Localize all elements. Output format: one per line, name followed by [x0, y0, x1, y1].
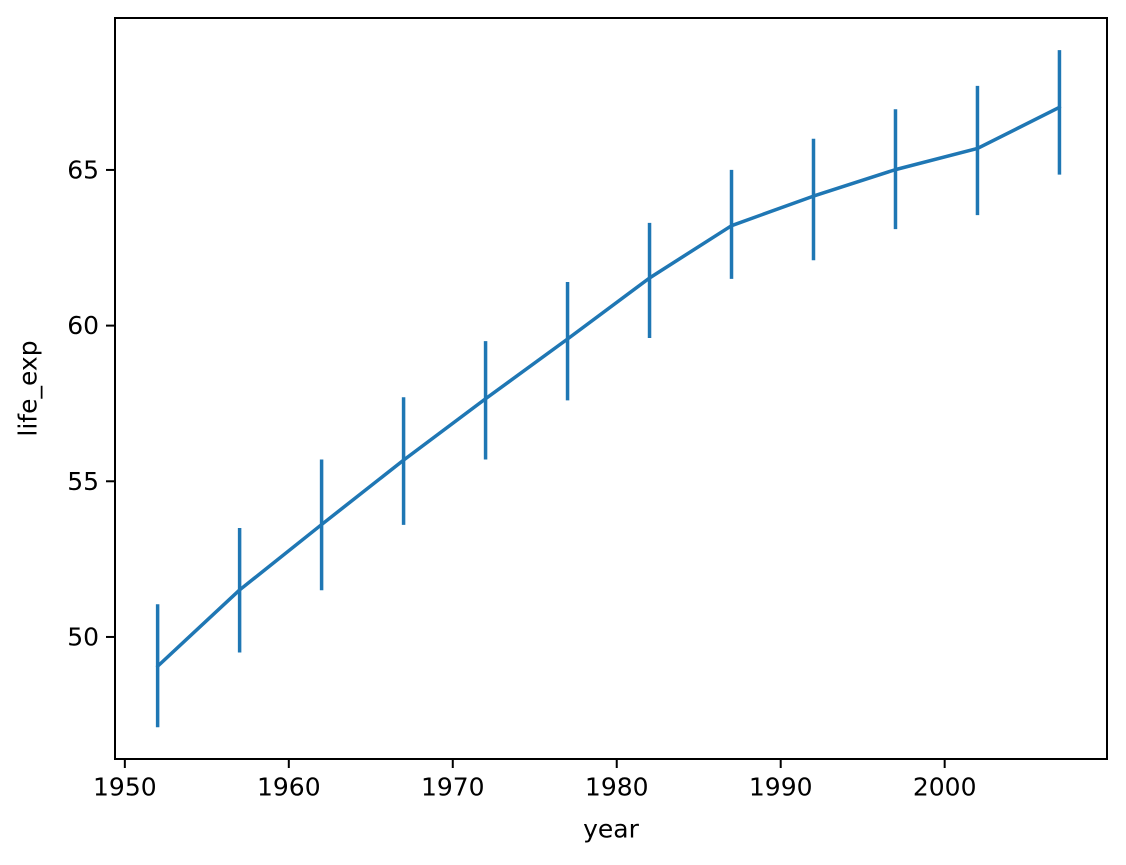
x-tick-label: 1980: [585, 772, 649, 801]
x-axis-ticks: 1950 1960 1970 1980 1990 2000: [93, 759, 976, 801]
y-tick-label: 65: [67, 155, 99, 184]
x-tick-label: 1990: [749, 772, 813, 801]
x-tick-label: 2000: [913, 772, 977, 801]
x-axis-label: year: [583, 815, 639, 844]
x-tick-label: 1950: [93, 772, 157, 801]
y-axis-ticks: 50 55 60 65: [67, 155, 115, 651]
plot-border-rect: [114, 17, 1108, 760]
y-axis-label: life_exp: [14, 340, 43, 436]
plot-border: [114, 17, 1108, 760]
y-tick-label: 60: [67, 311, 99, 340]
x-tick-label: 1970: [421, 772, 485, 801]
error-bars: [155, 50, 1062, 728]
y-tick-label: 50: [67, 622, 99, 651]
x-tick-label: 1960: [257, 772, 321, 801]
y-tick-label: 55: [67, 467, 99, 496]
data-line: [155, 105, 1062, 668]
mean-line: [155, 105, 1062, 668]
